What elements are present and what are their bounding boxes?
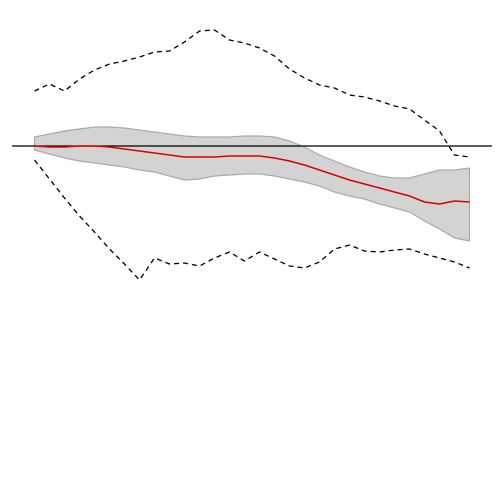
mean-line xyxy=(34,145,470,205)
bound-line xyxy=(34,29,470,158)
band xyxy=(33,126,471,242)
bound-line xyxy=(33,159,470,282)
